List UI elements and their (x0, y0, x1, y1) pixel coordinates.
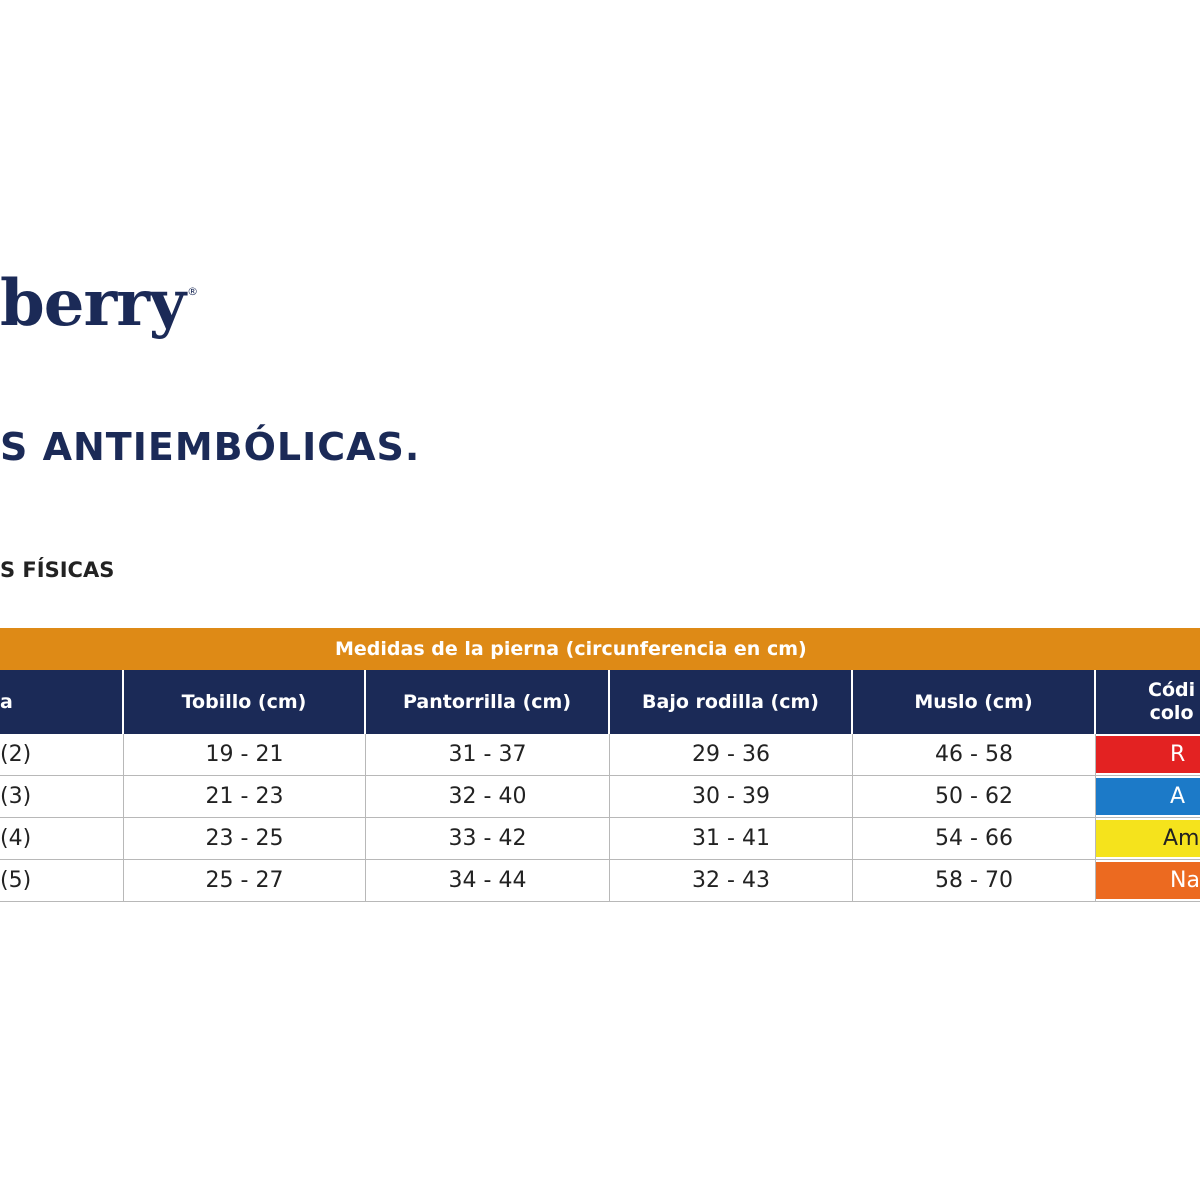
cell-pantorrilla: 31 - 37 (366, 734, 610, 775)
header-color-line1: Códi (1148, 679, 1196, 702)
cell-pantorrilla: 32 - 40 (366, 776, 610, 817)
header-tobillo: Tobillo (cm) (124, 670, 366, 734)
cell-size: (2) (0, 734, 124, 775)
table-row: (3) 21 - 23 32 - 40 30 - 39 50 - 62 A (0, 776, 1200, 818)
table-row: (2) 19 - 21 31 - 37 29 - 36 46 - 58 R (0, 734, 1200, 776)
brand-logo-text: berry (0, 266, 186, 341)
header-size: a (0, 670, 124, 734)
registered-mark: ® (187, 285, 198, 298)
cell-tobillo: 21 - 23 (124, 776, 366, 817)
cell-muslo: 58 - 70 (853, 860, 1096, 901)
color-code-label: Am (1163, 826, 1200, 851)
cell-tobillo: 23 - 25 (124, 818, 366, 859)
section-subtitle: S FÍSICAS (0, 558, 115, 582)
header-muslo: Muslo (cm) (853, 670, 1096, 734)
cell-pantorrilla: 33 - 42 (366, 818, 610, 859)
size-table: Medidas de la pierna (circunferencia en … (0, 628, 1200, 902)
table-row: (5) 25 - 27 34 - 44 32 - 43 58 - 70 Na (0, 860, 1200, 902)
cell-tobillo: 19 - 21 (124, 734, 366, 775)
color-code-label: R (1170, 742, 1186, 767)
table-row: (4) 23 - 25 33 - 42 31 - 41 54 - 66 Am (0, 818, 1200, 860)
table-band-header: Medidas de la pierna (circunferencia en … (0, 628, 1200, 670)
cell-bajo-rodilla: 30 - 39 (610, 776, 853, 817)
cell-color-code: R (1096, 736, 1200, 773)
header-pantorrilla: Pantorrilla (cm) (366, 670, 610, 734)
cell-muslo: 54 - 66 (853, 818, 1096, 859)
color-code-label: A (1170, 784, 1186, 809)
cell-color-code: Na (1096, 862, 1200, 899)
cell-size: (4) (0, 818, 124, 859)
header-bajo-rodilla: Bajo rodilla (cm) (610, 670, 853, 734)
cell-muslo: 50 - 62 (853, 776, 1096, 817)
cell-bajo-rodilla: 31 - 41 (610, 818, 853, 859)
table-header-row: a Tobillo (cm) Pantorrilla (cm) Bajo rod… (0, 670, 1200, 734)
cell-pantorrilla: 34 - 44 (366, 860, 610, 901)
table-body: (2) 19 - 21 31 - 37 29 - 36 46 - 58 R (3) 21 - … (0, 734, 1200, 902)
cell-muslo: 46 - 58 (853, 734, 1096, 775)
header-color-line2: colo (1149, 702, 1194, 724)
cell-bajo-rodilla: 32 - 43 (610, 860, 853, 901)
page-title: S ANTIEMBÓLICAS. (0, 425, 421, 469)
cell-color-code: Am (1096, 820, 1200, 857)
cell-color-code: A (1096, 778, 1200, 815)
brand-logo: berry ® (0, 272, 198, 336)
cell-tobillo: 25 - 27 (124, 860, 366, 901)
cell-size: (3) (0, 776, 124, 817)
cell-bajo-rodilla: 29 - 36 (610, 734, 853, 775)
table-band-label: Medidas de la pierna (circunferencia en … (335, 638, 807, 660)
cell-size: (5) (0, 860, 124, 901)
color-code-label: Na (1170, 868, 1200, 893)
header-color-code: Códi colo (1096, 670, 1200, 734)
